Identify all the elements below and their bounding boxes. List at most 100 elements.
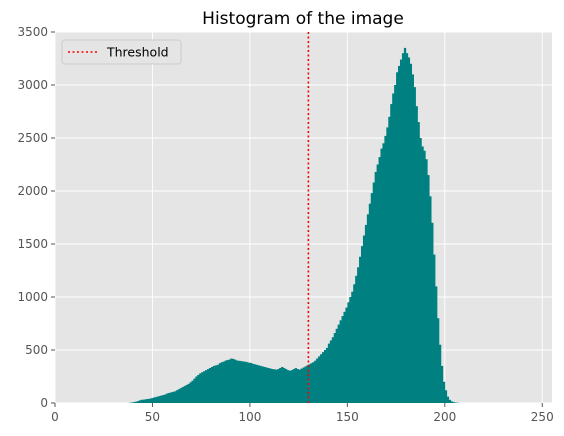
histogram-bars — [129, 47, 459, 404]
histogram-bar — [382, 143, 385, 404]
histogram-bar — [314, 360, 317, 403]
histogram-bar — [136, 401, 140, 403]
histogram-bar — [380, 148, 383, 403]
histogram-bar — [362, 235, 366, 403]
histogram-bar — [146, 398, 149, 403]
histogram-bar — [419, 138, 422, 403]
histogram-bar — [372, 182, 375, 403]
histogram-bar — [335, 328, 338, 403]
histogram-bar — [427, 175, 430, 403]
histogram-bar — [413, 87, 416, 404]
histogram-bar — [181, 387, 184, 403]
histogram-bar — [405, 53, 409, 403]
histogram-bar — [179, 388, 183, 403]
histogram-bar — [249, 362, 253, 403]
histogram-bar — [345, 307, 348, 403]
histogram-bar — [357, 267, 360, 403]
histogram-bar — [403, 47, 407, 404]
histogram-bar — [329, 340, 333, 403]
histogram-bar — [308, 364, 311, 403]
legend-label-threshold: Threshold — [106, 45, 169, 60]
x-tick-label: 50 — [145, 410, 160, 424]
histogram-bar — [378, 157, 381, 403]
histogram-bar — [175, 390, 179, 403]
histogram-bar — [300, 368, 303, 403]
histogram-bar — [183, 386, 186, 403]
histogram-bar — [353, 284, 356, 403]
x-tick-label: 0 — [51, 410, 59, 424]
histogram-bar — [339, 320, 342, 403]
histogram-bar — [238, 360, 241, 403]
histogram-bar — [446, 396, 450, 403]
histogram-bar — [197, 374, 200, 403]
y-tick-label: 2000 — [17, 184, 48, 198]
histogram-bar — [349, 297, 352, 403]
histogram-bar — [425, 159, 428, 403]
histogram-bar — [226, 360, 229, 403]
histogram-bar — [452, 402, 455, 403]
histogram-bar — [169, 392, 173, 403]
histogram-bar — [407, 57, 411, 403]
histogram-bar — [242, 361, 245, 403]
histogram-bar — [417, 122, 420, 403]
histogram-bar — [392, 93, 395, 403]
histogram-bar — [429, 196, 432, 403]
histogram-bar — [450, 401, 453, 403]
y-tick-label: 1500 — [17, 237, 48, 251]
histogram-bar — [173, 391, 177, 403]
histogram-bar — [158, 396, 161, 403]
histogram-bar — [448, 399, 452, 403]
histogram-bar — [240, 361, 243, 403]
histogram-bar — [236, 360, 239, 403]
histogram-bar — [228, 359, 231, 403]
histogram-bar — [368, 203, 372, 403]
histogram-bar — [265, 367, 268, 403]
histogram-bar — [437, 318, 440, 403]
histogram-bar — [435, 286, 438, 403]
histogram-bar — [290, 370, 294, 403]
histogram-bar — [396, 72, 399, 403]
histogram-bar — [310, 363, 313, 403]
histogram-bar — [171, 391, 175, 403]
histogram-bar — [364, 224, 368, 403]
histogram-bar — [283, 368, 286, 403]
histogram-bar — [376, 164, 379, 403]
histogram-bar — [253, 364, 257, 403]
histogram-bar — [337, 324, 340, 403]
histogram-bar — [401, 53, 405, 403]
histogram-bar — [440, 365, 444, 403]
legend-box — [61, 39, 182, 65]
histogram-bar — [292, 369, 296, 403]
histogram-bar — [212, 365, 216, 403]
histogram-bar — [360, 246, 364, 403]
histogram-bar — [160, 395, 163, 403]
histogram-bar — [199, 373, 202, 403]
histogram-bar — [370, 193, 374, 403]
y-tick-label: 500 — [25, 343, 48, 357]
y-tick-label: 1000 — [17, 290, 48, 304]
histogram-bar — [298, 369, 301, 403]
y-tick-label: 3000 — [17, 78, 48, 92]
histogram-bar — [442, 381, 446, 403]
histogram-bar — [234, 359, 237, 403]
histogram-bar — [294, 368, 298, 403]
histogram-bar — [263, 366, 266, 403]
histogram-bar — [325, 347, 329, 403]
histogram-bar — [316, 358, 319, 403]
histogram-bar — [164, 394, 167, 403]
histogram-bar — [140, 399, 144, 403]
histogram-bar — [359, 256, 362, 403]
histogram-bar — [220, 362, 223, 403]
histogram-bar — [246, 362, 249, 403]
chart-title: Histogram of the image — [202, 9, 404, 29]
y-tick-label: 3500 — [17, 25, 48, 39]
histogram-bar — [132, 402, 136, 403]
histogram-bar — [191, 380, 194, 403]
histogram-bar — [409, 63, 413, 404]
histogram-bar — [150, 398, 153, 403]
histogram-bar — [166, 393, 169, 403]
histogram-bar — [247, 362, 251, 403]
histogram-bar — [322, 352, 325, 403]
histogram-bar — [152, 397, 155, 403]
